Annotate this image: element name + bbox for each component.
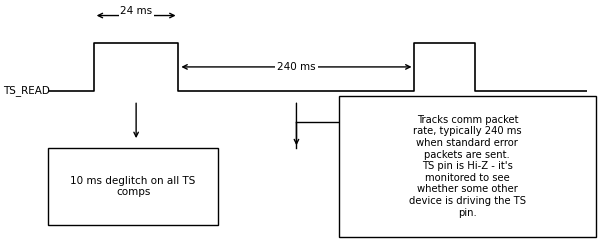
Text: 10 ms deglitch on all TS
comps: 10 ms deglitch on all TS comps (70, 176, 196, 197)
Text: Tracks comm packet
rate, typically 240 ms
when standard error
packets are sent.
: Tracks comm packet rate, typically 240 m… (409, 115, 526, 217)
Text: TS_READ: TS_READ (3, 85, 50, 96)
Bar (48, 148, 218, 225)
Bar (339, 96, 596, 237)
Text: 24 ms: 24 ms (120, 6, 152, 16)
Text: 240 ms: 240 ms (277, 62, 316, 72)
